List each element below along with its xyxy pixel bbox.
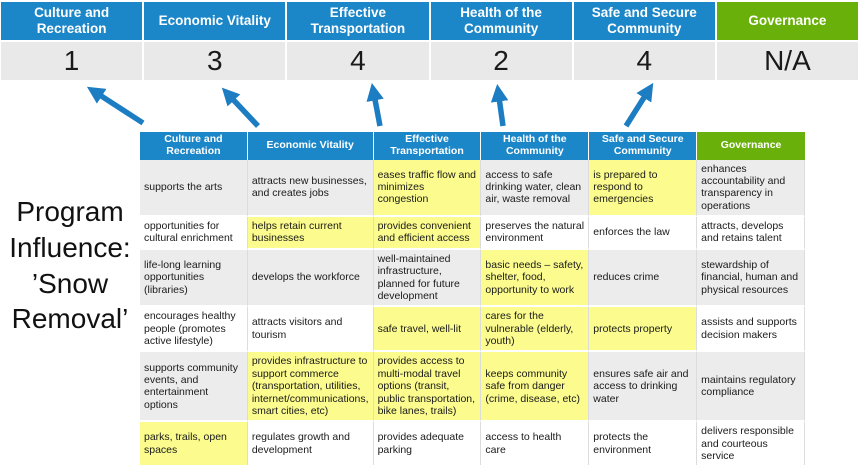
matrix-cell: keeps community safe from danger (crime,… [481, 352, 590, 423]
up-arrow-2 [221, 87, 261, 128]
summary-score-table: Culture and Recreation Economic Vitality E… [0, 0, 859, 80]
matrix-cell: attracts new businesses, and creates job… [247, 159, 374, 217]
matrix-cell: enhances accountability and transparency… [697, 159, 805, 217]
up-arrow-5 [623, 82, 654, 128]
matrix-cell: provides access to multi-modal travel op… [373, 352, 482, 423]
matrix-cell: is prepared to respond to emergencies [589, 159, 698, 217]
influence-matrix: Culture and Recreation Economic Vitality E… [140, 132, 805, 465]
summary-header-cell: Economic Vitality [144, 2, 286, 40]
matrix-cell: parks, trails, open spaces [140, 422, 248, 465]
matrix-header-cell: Culture and Recreation [140, 132, 248, 160]
matrix-cell: supports the arts [140, 159, 248, 217]
summary-score-cell: 4 [573, 42, 715, 80]
summary-score-cell: 4 [287, 42, 429, 80]
matrix-cell: life-long learning opportunities (librar… [140, 249, 248, 308]
matrix-cell: protects property [589, 307, 698, 353]
summary-header-cell: Culture and Recreation [1, 2, 143, 40]
matrix-cell: well-maintained infrastructure, planned … [373, 249, 482, 308]
summary-score-cell: 2 [430, 42, 572, 80]
matrix-cell: protects the environment [589, 422, 698, 465]
matrix-cell: supports community events, and entertain… [140, 352, 248, 423]
matrix-cell: opportunities for cultural enrichment [140, 217, 248, 250]
matrix-cell: access to safe drinking water, clean air… [481, 159, 590, 217]
matrix-cell: assists and supports decision makers [697, 307, 805, 353]
matrix-cell: safe travel, well-lit [373, 307, 482, 353]
summary-header-cell: Effective Transportation [287, 2, 429, 40]
up-arrow-3 [366, 83, 384, 127]
summary-header-cell: Governance [716, 2, 858, 40]
mapping-arrows [86, 82, 654, 128]
matrix-header-cell: Governance [697, 132, 805, 160]
matrix-cell: attracts, develops and retains talent [697, 217, 805, 250]
program-label: Program Influence: ’Snow Removal’ [9, 196, 131, 335]
matrix-header-cell: Effective Transportation [373, 132, 482, 160]
matrix-cell: preserves the natural environment [481, 217, 590, 250]
matrix-cell: maintains regulatory compliance [697, 352, 805, 423]
matrix-cell: delivers responsible and courteous servi… [697, 422, 805, 465]
summary-score-cell: 3 [144, 42, 286, 80]
summary-header-cell: Health of the Community [430, 2, 572, 40]
matrix-header-cell: Economic Vitality [247, 132, 374, 160]
matrix-cell: develops the workforce [247, 249, 374, 308]
matrix-cell: regulates growth and development [247, 422, 374, 465]
matrix-cell: encourages healthy people (promotes acti… [140, 307, 248, 353]
matrix-cell: provides adequate parking [373, 422, 482, 465]
matrix-cell: reduces crime [589, 249, 698, 308]
up-arrow-4 [490, 84, 509, 127]
summary-score-cell: 1 [1, 42, 143, 80]
matrix-cell: attracts visitors and tourism [247, 307, 374, 353]
main-area: Program Influence: ’Snow Removal’ Cultur… [0, 132, 859, 465]
matrix-cell: stewardship of financial, human and phys… [697, 249, 805, 308]
summary-score-cell: N/A [716, 42, 858, 80]
summary-header-cell: Safe and Secure Community [573, 2, 715, 40]
matrix-header-cell: Safe and Secure Community [589, 132, 698, 160]
matrix-header-cell: Health of the Community [481, 132, 590, 160]
matrix-cell: enforces the law [589, 217, 698, 250]
matrix-cell: helps retain current businesses [247, 217, 374, 250]
matrix-cell: cares for the vulnerable (elderly, youth… [481, 307, 590, 353]
matrix-cell: provides convenient and efficient access [373, 217, 482, 250]
matrix-cell: ensures safe air and access to drinking … [589, 352, 698, 423]
matrix-cell: provides infrastructure to support comme… [247, 352, 374, 423]
matrix-cell: access to health care [481, 422, 590, 465]
matrix-cell: eases traffic flow and minimizes congest… [373, 159, 482, 217]
matrix-cell: basic needs – safety, shelter, food, opp… [481, 249, 590, 308]
up-arrow-1 [86, 86, 145, 126]
